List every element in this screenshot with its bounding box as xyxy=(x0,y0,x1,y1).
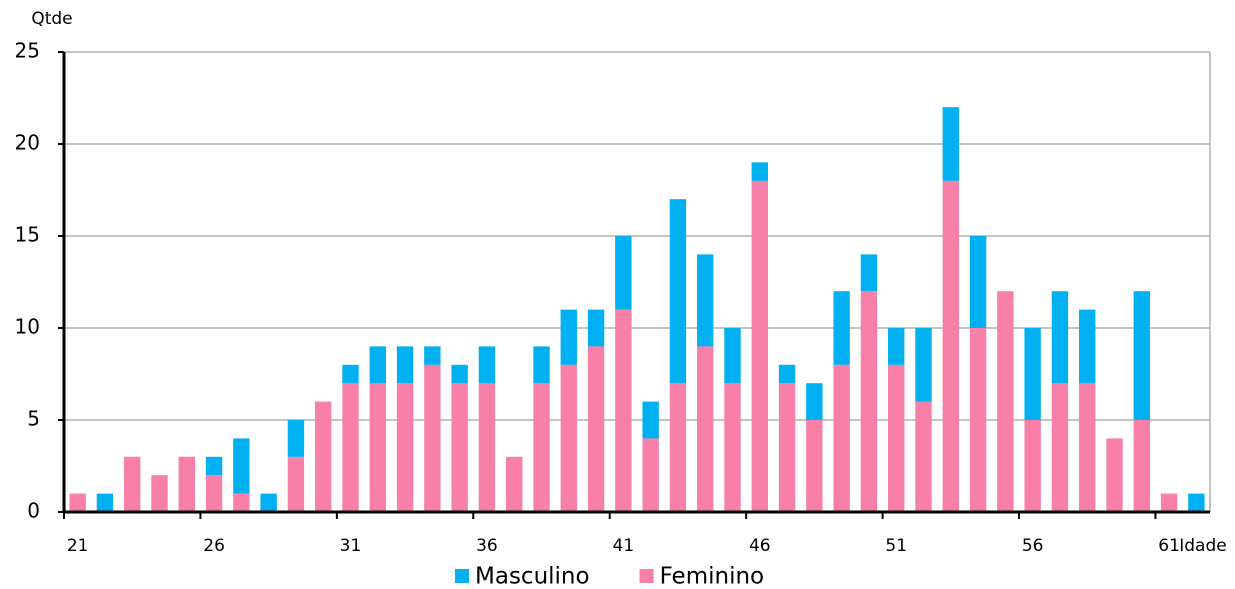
bar-segment xyxy=(642,401,659,439)
bar-segment xyxy=(697,254,714,347)
bar-segment xyxy=(451,364,468,384)
bar-segment xyxy=(424,346,441,365)
bar-segment xyxy=(178,456,195,512)
y-axis-title: Qtde xyxy=(31,9,72,29)
x-tick-label: 51 xyxy=(885,536,907,556)
bar-segment xyxy=(888,364,905,512)
bar-segment xyxy=(806,420,823,512)
bar-segment xyxy=(751,180,768,513)
x-tick-label: 31 xyxy=(340,536,362,556)
bar-segment xyxy=(997,291,1014,512)
bar-segment xyxy=(915,401,932,512)
bar-segment xyxy=(615,309,632,512)
bar-segment xyxy=(342,383,359,512)
bar-segment xyxy=(124,456,141,512)
x-axis-title: Idade xyxy=(1179,536,1226,556)
bar-segment xyxy=(205,456,223,476)
bar-segment xyxy=(615,236,632,310)
bar-segment xyxy=(1133,420,1150,512)
x-tick-label: 56 xyxy=(1022,536,1044,556)
bar-segment xyxy=(697,346,714,512)
bar-segment xyxy=(942,180,959,513)
bar-segment xyxy=(1133,291,1150,420)
bar-segment xyxy=(669,199,687,384)
bar-segment xyxy=(860,291,878,512)
bar-segment xyxy=(151,475,168,512)
bar-segment xyxy=(1188,493,1205,512)
bar-segment xyxy=(533,346,550,384)
y-tick-label: 5 xyxy=(27,407,40,431)
bar-segment xyxy=(451,383,468,512)
bar-segment xyxy=(287,420,305,457)
bar-segment xyxy=(69,493,86,512)
bar-segment xyxy=(233,438,250,494)
bar-segment xyxy=(1106,438,1123,512)
bar-segment xyxy=(587,309,605,347)
bar-segment xyxy=(1160,493,1178,512)
bar-segment xyxy=(342,364,359,384)
bar-segment xyxy=(260,493,277,512)
bar-segment xyxy=(915,328,932,402)
bar-segment xyxy=(969,236,987,328)
bar-segment xyxy=(724,328,741,384)
y-tick-label: 25 xyxy=(15,39,40,63)
bar-segment xyxy=(778,364,796,384)
bar-segment xyxy=(860,254,878,292)
x-tick-label: 26 xyxy=(203,536,225,556)
legend-label: Masculino xyxy=(475,564,590,589)
bar-segment xyxy=(315,401,332,512)
y-tick-label: 0 xyxy=(27,499,40,523)
bar-segment xyxy=(751,162,768,181)
legend-swatch xyxy=(639,569,654,583)
bar-segment xyxy=(560,364,577,512)
bar-segment xyxy=(369,346,386,384)
bar-segment xyxy=(942,107,959,181)
bar-segment xyxy=(369,383,386,512)
y-tick-label: 20 xyxy=(15,131,40,155)
bar-segment xyxy=(969,328,987,512)
bar-segment xyxy=(287,456,305,512)
bar-segment xyxy=(1024,420,1041,512)
bar-segment xyxy=(1024,328,1041,420)
bar-segment xyxy=(506,456,523,512)
bar-segment xyxy=(833,364,850,512)
bar-segment xyxy=(1051,291,1069,384)
bar-segment xyxy=(833,291,850,365)
bar-segment xyxy=(587,346,605,512)
x-tick-label: 61 xyxy=(1158,536,1180,556)
x-tick-label: 41 xyxy=(613,536,635,556)
bar-segment xyxy=(560,309,577,365)
bar-segment xyxy=(478,383,496,512)
bar-segment xyxy=(669,383,687,512)
legend-swatch xyxy=(455,569,469,583)
bar-segment xyxy=(478,346,496,384)
y-tick-label: 10 xyxy=(15,315,40,339)
bar-segment xyxy=(396,346,414,384)
bar-segment xyxy=(888,328,905,365)
x-tick-label: 21 xyxy=(67,536,89,556)
bar-segment xyxy=(1079,383,1096,512)
bar-segment xyxy=(724,383,741,512)
bar-segment xyxy=(205,475,223,512)
legend-label: Feminino xyxy=(660,564,765,589)
bar-segment xyxy=(233,493,250,512)
x-tick-label: 36 xyxy=(476,536,498,556)
bar-segment xyxy=(396,383,414,512)
bar-segment xyxy=(533,383,550,512)
x-tick-label: 46 xyxy=(749,536,771,556)
y-tick-label: 15 xyxy=(15,223,40,247)
bar-segment xyxy=(96,493,114,512)
bar-segment xyxy=(642,438,659,512)
bar-segment xyxy=(778,383,796,512)
bar-segment xyxy=(1079,309,1096,384)
bar-segment xyxy=(1051,383,1069,512)
bar-segment xyxy=(806,383,823,420)
bar-segment xyxy=(424,364,441,512)
